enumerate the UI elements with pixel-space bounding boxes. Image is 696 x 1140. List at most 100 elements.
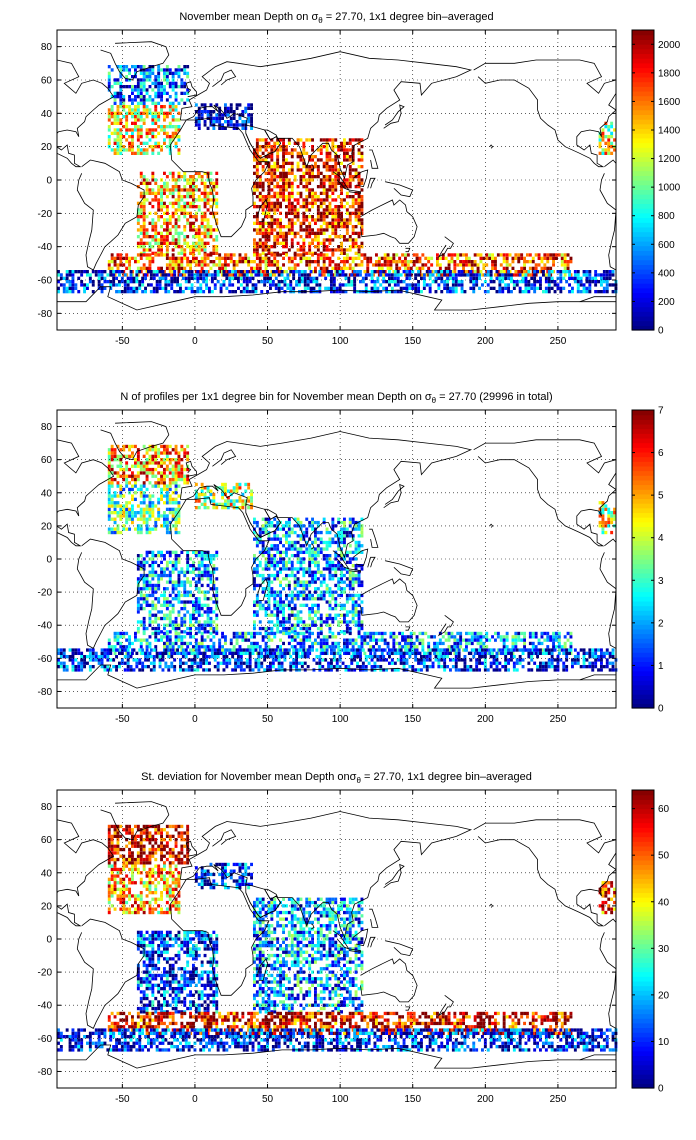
data-cell — [290, 560, 294, 564]
data-cell — [267, 205, 271, 209]
data-cell — [296, 141, 300, 145]
data-cell — [475, 273, 479, 277]
data-cell — [174, 95, 178, 99]
data-cell — [348, 168, 352, 172]
data-cell — [125, 148, 129, 152]
data-cell — [189, 583, 192, 588]
data-cell — [200, 266, 204, 270]
data-cell — [163, 570, 166, 574]
data-cell — [154, 95, 158, 99]
data-cell — [264, 145, 268, 149]
data-cell — [113, 520, 117, 525]
data-cell — [131, 85, 134, 89]
data-cell — [316, 205, 320, 209]
data-cell — [160, 241, 163, 245]
data-cell — [273, 597, 277, 601]
data-cell — [276, 600, 280, 604]
data-cell — [160, 205, 163, 209]
data-cell — [404, 273, 407, 277]
data-cell — [145, 248, 149, 252]
data-cell — [107, 501, 111, 505]
data-cell — [212, 110, 216, 114]
data-cell — [197, 620, 201, 624]
data-cell — [377, 266, 381, 270]
data-cell — [154, 474, 158, 478]
data-cell — [544, 290, 548, 294]
data-cell — [417, 280, 420, 284]
data-cell — [151, 560, 155, 564]
data-cell — [212, 506, 216, 510]
data-cell — [322, 208, 326, 212]
data-cell — [483, 280, 487, 284]
data-cell — [123, 280, 127, 284]
data-cell — [125, 260, 129, 264]
colorbar-frame — [631, 29, 655, 331]
data-cell — [212, 228, 216, 232]
data-cell — [226, 499, 230, 503]
data-cell — [357, 175, 361, 179]
data-cell — [154, 78, 158, 82]
data-cell — [206, 221, 210, 225]
data-cell — [290, 623, 294, 627]
data-cell — [261, 567, 265, 571]
data-cell — [151, 461, 155, 465]
data-cell — [279, 178, 282, 182]
data-cell — [212, 116, 216, 120]
data-cell — [360, 253, 364, 257]
data-cell — [287, 221, 291, 225]
data-cell — [193, 290, 197, 294]
data-cell — [337, 256, 341, 260]
data-cell — [212, 564, 216, 568]
data-cell — [194, 567, 198, 571]
data-cell — [106, 280, 110, 284]
data-cell — [457, 280, 461, 284]
data-cell — [168, 111, 172, 115]
data-cell — [380, 256, 384, 260]
data-cell — [197, 175, 201, 179]
data-cell — [122, 273, 126, 277]
data-cell — [142, 461, 146, 465]
data-cell — [174, 241, 178, 245]
data-cell — [287, 191, 291, 195]
data-cell — [171, 241, 175, 245]
data-cell — [399, 280, 403, 284]
data-cell — [154, 135, 158, 139]
data-cell — [296, 218, 300, 222]
data-cell — [203, 241, 207, 245]
data-cell — [97, 273, 101, 277]
data-cell — [253, 165, 256, 169]
data-cell — [343, 263, 346, 267]
data-cell — [449, 286, 452, 290]
colorbar-swatch — [632, 142, 654, 148]
data-cell — [290, 630, 294, 634]
data-cell — [319, 138, 323, 142]
data-cell — [154, 101, 158, 105]
data-cell — [466, 273, 470, 277]
data-cell — [462, 260, 465, 264]
data-cell — [136, 101, 140, 105]
coastline-great-britain — [185, 81, 197, 98]
data-cell — [322, 270, 326, 274]
data-cell — [71, 270, 75, 274]
data-cell — [412, 253, 416, 257]
data-cell — [322, 241, 326, 245]
data-cell — [197, 171, 201, 175]
data-cell — [171, 471, 175, 475]
data-cell — [212, 620, 216, 624]
data-cell — [177, 198, 181, 202]
data-cell — [122, 85, 126, 89]
data-cell — [588, 276, 592, 280]
data-cell — [273, 205, 277, 209]
data-cell — [119, 494, 123, 498]
data-cell — [138, 270, 142, 274]
data-cell — [215, 228, 219, 232]
data-cell — [340, 181, 343, 185]
data-cell — [273, 175, 277, 179]
data-cell — [154, 211, 158, 215]
data-cell — [234, 273, 237, 277]
data-cell — [526, 253, 529, 257]
data-cell — [145, 580, 149, 584]
data-cell — [163, 567, 166, 571]
data-cell — [165, 205, 169, 209]
data-cell — [354, 198, 358, 202]
